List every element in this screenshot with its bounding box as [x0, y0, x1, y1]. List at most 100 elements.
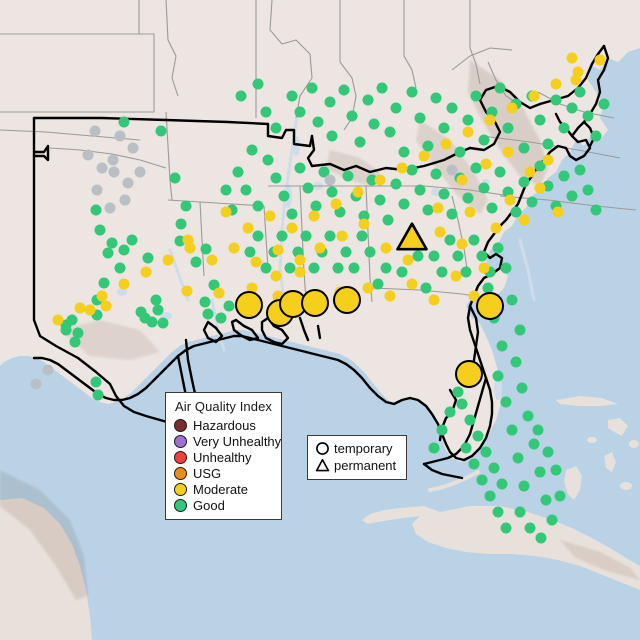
station-dot-good[interactable] — [546, 514, 558, 526]
station-dot-moderate[interactable] — [572, 66, 584, 78]
station-dot-missing[interactable] — [108, 166, 120, 178]
station-dot-good[interactable] — [518, 142, 530, 154]
station-dot-missing[interactable] — [96, 162, 108, 174]
station-dot-good[interactable] — [484, 490, 496, 502]
station-dot-good[interactable] — [368, 118, 380, 130]
station-dot-missing[interactable] — [91, 184, 103, 196]
station-dot-good[interactable] — [118, 116, 130, 128]
station-dot-good[interactable] — [482, 282, 494, 294]
station-dot-good[interactable] — [478, 134, 490, 146]
station-dot-good[interactable] — [366, 174, 378, 186]
station-dot-good[interactable] — [472, 430, 484, 442]
station-dot-good[interactable] — [486, 106, 498, 118]
station-dot-good[interactable] — [354, 136, 366, 148]
station-dot-good[interactable] — [118, 244, 130, 256]
temporary-station-marker[interactable] — [235, 291, 263, 319]
station-dot-good[interactable] — [398, 146, 410, 158]
station-dot-good[interactable] — [518, 176, 530, 188]
station-dot-good[interactable] — [412, 250, 424, 262]
station-dot-good[interactable] — [558, 170, 570, 182]
station-dot-good[interactable] — [262, 154, 274, 166]
station-dot-moderate[interactable] — [308, 210, 320, 222]
station-dot-good[interactable] — [102, 247, 114, 259]
station-dot-good[interactable] — [278, 190, 290, 202]
station-dot-good[interactable] — [514, 324, 526, 336]
station-dot-good[interactable] — [534, 114, 546, 126]
station-dot-good[interactable] — [60, 319, 72, 331]
station-dot-good[interactable] — [502, 122, 514, 134]
station-dot-good[interactable] — [174, 235, 186, 247]
station-dot-good[interactable] — [226, 204, 238, 216]
station-dot-good[interactable] — [430, 168, 442, 180]
station-dot-moderate[interactable] — [594, 54, 606, 66]
station-dot-good[interactable] — [106, 237, 118, 249]
station-dot-moderate[interactable] — [96, 290, 108, 302]
station-dot-moderate[interactable] — [74, 302, 86, 314]
station-dot-good[interactable] — [72, 327, 84, 339]
station-dot-good[interactable] — [480, 446, 492, 458]
station-dot-good[interactable] — [460, 442, 472, 454]
station-dot-good[interactable] — [318, 166, 330, 178]
station-dot-moderate[interactable] — [220, 206, 232, 218]
station-dot-good[interactable] — [502, 186, 514, 198]
station-dot-good[interactable] — [150, 294, 162, 306]
station-dot-missing[interactable] — [119, 194, 131, 206]
station-dot-missing[interactable] — [30, 378, 42, 390]
station-dot-good[interactable] — [534, 466, 546, 478]
station-dot-good[interactable] — [169, 172, 181, 184]
station-dot-moderate[interactable] — [506, 102, 518, 114]
station-dot-good[interactable] — [422, 204, 434, 216]
station-dot-good[interactable] — [199, 296, 211, 308]
station-dot-good[interactable] — [92, 389, 104, 401]
station-dot-good[interactable] — [346, 110, 358, 122]
station-dot-good[interactable] — [324, 96, 336, 108]
station-dot-good[interactable] — [532, 424, 544, 436]
station-dot-good[interactable] — [510, 356, 522, 368]
station-dot-moderate[interactable] — [228, 242, 240, 254]
station-dot-good[interactable] — [340, 246, 352, 258]
station-dot-moderate[interactable] — [84, 304, 96, 316]
station-dot-moderate[interactable] — [294, 266, 306, 278]
station-dot-good[interactable] — [139, 312, 151, 324]
station-dot-good[interactable] — [488, 462, 500, 474]
station-dot-good[interactable] — [406, 164, 418, 176]
station-dot-good[interactable] — [590, 204, 602, 216]
station-dot-good[interactable] — [526, 196, 538, 208]
station-dot-good[interactable] — [286, 90, 298, 102]
station-dot-moderate[interactable] — [352, 186, 364, 198]
station-dot-missing[interactable] — [127, 142, 139, 154]
station-dot-good[interactable] — [500, 522, 512, 534]
station-dot-good[interactable] — [476, 250, 488, 262]
station-dot-good[interactable] — [542, 180, 554, 192]
station-dot-moderate[interactable] — [294, 254, 306, 266]
station-dot-moderate[interactable] — [100, 300, 112, 312]
station-dot-good[interactable] — [342, 170, 354, 182]
station-dot-good[interactable] — [598, 98, 610, 110]
station-dot-good[interactable] — [522, 410, 534, 422]
station-dot-moderate[interactable] — [246, 282, 258, 294]
station-dot-moderate[interactable] — [213, 287, 225, 299]
station-dot-moderate[interactable] — [504, 194, 516, 206]
station-dot-good[interactable] — [356, 230, 368, 242]
station-dot-good[interactable] — [535, 532, 547, 544]
station-dot-moderate[interactable] — [418, 150, 430, 162]
station-dot-moderate[interactable] — [490, 222, 502, 234]
station-dot-moderate[interactable] — [440, 138, 452, 150]
station-dot-good[interactable] — [98, 277, 110, 289]
station-dot-good[interactable] — [252, 78, 264, 90]
station-dot-good[interactable] — [574, 164, 586, 176]
station-dot-moderate[interactable] — [272, 290, 284, 302]
station-dot-good[interactable] — [215, 312, 227, 324]
station-dot-good[interactable] — [358, 210, 370, 222]
station-dot-good[interactable] — [492, 370, 504, 382]
station-dot-good[interactable] — [324, 230, 336, 242]
station-dot-good[interactable] — [554, 490, 566, 502]
station-dot-moderate[interactable] — [478, 262, 490, 274]
station-dot-good[interactable] — [374, 194, 386, 206]
temporary-station-marker[interactable] — [455, 360, 483, 388]
station-dot-good[interactable] — [294, 106, 306, 118]
station-dot-good[interactable] — [542, 446, 554, 458]
station-dot-good[interactable] — [428, 442, 440, 454]
station-dot-good[interactable] — [406, 86, 418, 98]
